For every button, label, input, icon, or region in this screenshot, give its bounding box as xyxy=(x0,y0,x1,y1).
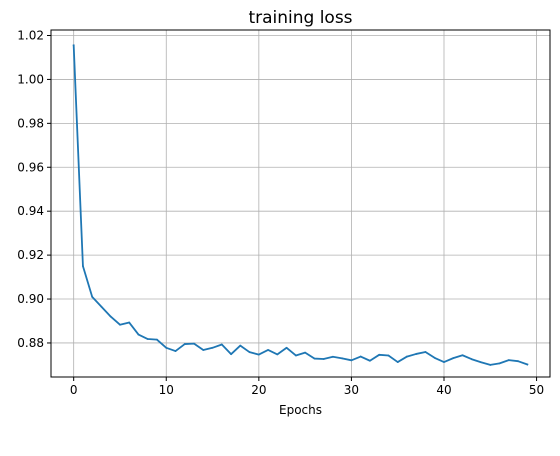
data-point xyxy=(322,358,325,360)
data-point xyxy=(109,315,112,318)
data-point xyxy=(193,342,195,345)
y-tick-label: 1.00 xyxy=(17,72,44,86)
data-point xyxy=(526,363,529,366)
y-tick-label: 0.94 xyxy=(17,204,44,218)
data-point xyxy=(239,344,242,347)
data-point xyxy=(517,360,519,363)
data-point xyxy=(146,338,149,340)
data-point xyxy=(82,265,84,267)
data-point xyxy=(424,351,427,353)
y-tick-label: 0.90 xyxy=(17,292,44,306)
data-point xyxy=(480,361,482,364)
data-point xyxy=(461,354,464,357)
x-tick-label: 10 xyxy=(159,383,174,397)
data-point xyxy=(230,353,232,356)
data-point xyxy=(378,353,381,356)
data-point xyxy=(452,357,455,360)
data-point xyxy=(211,346,214,349)
data-point xyxy=(507,359,510,361)
x-axis-label: Epochs xyxy=(279,403,322,417)
data-point xyxy=(350,359,353,362)
data-point xyxy=(341,357,344,360)
series-layer xyxy=(72,44,529,366)
data-point xyxy=(128,321,131,324)
data-point xyxy=(498,362,501,365)
data-point xyxy=(202,349,205,351)
data-point xyxy=(174,350,177,352)
data-point xyxy=(359,355,362,358)
x-tick-label: 30 xyxy=(344,383,359,397)
y-tick-label: 0.98 xyxy=(17,116,44,130)
data-point xyxy=(165,346,168,349)
chart-title: training loss xyxy=(248,8,352,28)
x-tick-label: 50 xyxy=(529,383,544,397)
axis-ticks: 0 10 20 30 40 50 0.88 0.90 0.92 0.94 0.96 0.98 1.00 1… xyxy=(17,28,544,397)
grid-lines xyxy=(51,30,550,377)
x-tick-label: 20 xyxy=(251,383,266,397)
data-point xyxy=(156,338,158,341)
data-point xyxy=(248,351,251,354)
data-point xyxy=(183,343,186,345)
data-point xyxy=(100,305,103,308)
y-tick-label: 0.96 xyxy=(17,160,44,174)
y-tick-label: 1.02 xyxy=(17,28,44,42)
plot-frame xyxy=(50,29,551,378)
data-point xyxy=(257,353,260,356)
data-point xyxy=(294,354,297,357)
data-point xyxy=(285,346,288,349)
data-point xyxy=(267,349,269,351)
data-point xyxy=(72,44,75,47)
data-point xyxy=(119,323,121,326)
x-tick-label: 0 xyxy=(70,383,78,397)
data-point xyxy=(387,354,390,357)
data-point xyxy=(313,357,316,360)
data-point xyxy=(220,343,223,346)
y-tick-label: 0.92 xyxy=(17,248,44,262)
data-point xyxy=(406,355,408,358)
data-point xyxy=(443,361,445,363)
data-point xyxy=(396,361,399,363)
data-point xyxy=(415,353,418,355)
data-point xyxy=(489,364,492,366)
data-point xyxy=(470,358,473,361)
data-point xyxy=(91,295,94,298)
data-point xyxy=(332,355,334,358)
data-point xyxy=(433,356,436,359)
y-tick-label: 0.88 xyxy=(17,336,44,350)
series-line-0 xyxy=(72,44,529,366)
data-point xyxy=(304,351,307,354)
data-point xyxy=(137,333,140,336)
data-point xyxy=(276,353,279,356)
x-tick-label: 40 xyxy=(436,383,451,397)
data-point xyxy=(369,359,371,362)
